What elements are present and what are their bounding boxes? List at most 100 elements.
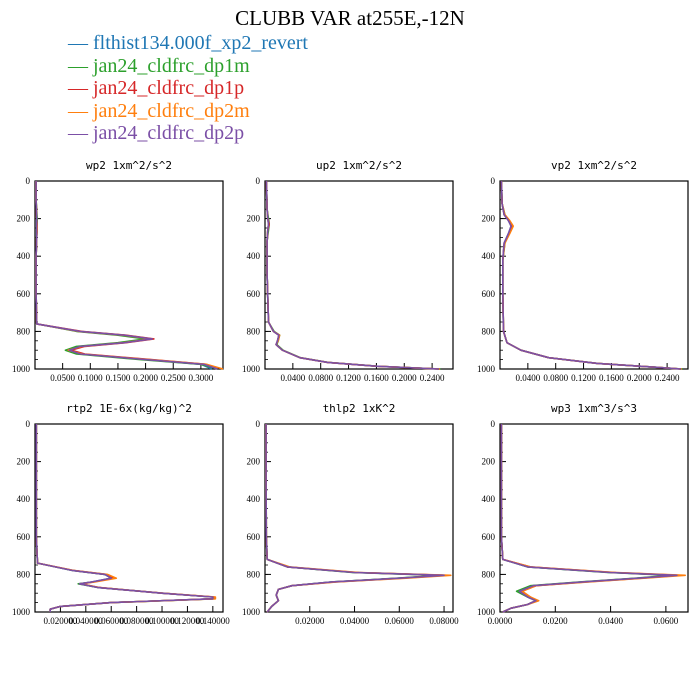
main-title: CLUBB VAR at255E,-12N bbox=[235, 6, 465, 30]
y-tick-label: 0 bbox=[256, 176, 261, 186]
series-line bbox=[265, 180, 440, 370]
x-tick-label: 0.020000 bbox=[44, 616, 78, 626]
y-tick-label: 0 bbox=[26, 176, 31, 186]
legend-entry: — flthist134.000f_xp2_revert bbox=[68, 32, 308, 54]
y-tick-label: 800 bbox=[247, 569, 261, 579]
y-tick-label: 600 bbox=[482, 289, 496, 299]
y-tick-label: 1000 bbox=[242, 364, 261, 374]
y-tick-label: 600 bbox=[17, 289, 31, 299]
x-tick-label: 0.100000 bbox=[145, 616, 179, 626]
x-tick-label: 0.0000 bbox=[488, 616, 513, 626]
series-line bbox=[35, 181, 218, 370]
y-tick-label: 800 bbox=[17, 326, 31, 336]
y-tick-label: 600 bbox=[247, 532, 261, 542]
y-tick-label: 0 bbox=[491, 176, 496, 186]
x-tick-label: 0.0400 bbox=[598, 616, 623, 626]
series-line bbox=[500, 180, 682, 370]
legend-entry: — jan24_cldfrc_dp1p bbox=[68, 77, 245, 99]
series-line bbox=[35, 424, 215, 612]
x-tick-label: 0.08000 bbox=[429, 616, 459, 626]
x-tick-label: 0.1500 bbox=[106, 373, 131, 383]
y-tick-label: 800 bbox=[482, 326, 496, 336]
y-tick-label: 400 bbox=[482, 494, 496, 504]
series-line bbox=[35, 181, 213, 370]
series-line bbox=[265, 180, 440, 370]
x-tick-label: 0.2400 bbox=[655, 373, 680, 383]
x-tick-label: 0.120000 bbox=[171, 616, 205, 626]
series-line bbox=[500, 424, 681, 613]
y-tick-label: 0 bbox=[491, 419, 496, 429]
plot-frame bbox=[264, 180, 454, 370]
legend-entry: — jan24_cldfrc_dp1m bbox=[68, 54, 250, 77]
series-line bbox=[35, 424, 214, 612]
chart-title: up2 1xm^2/s^2 bbox=[316, 159, 402, 172]
chart-panel: rtp2 1E-6x(kg/kg)^2 0 200 400 600 800 1000 0.02… bbox=[12, 402, 230, 626]
chart-panel: vp2 1xm^2/s^2 0 200 400 600 800 1000 0.0400 0.08… bbox=[477, 159, 689, 383]
y-tick-label: 400 bbox=[247, 251, 261, 261]
series-line bbox=[265, 424, 445, 613]
y-tick-label: 800 bbox=[482, 569, 496, 579]
y-tick-label: 1000 bbox=[12, 607, 31, 617]
series-line bbox=[265, 424, 448, 613]
y-tick-label: 1000 bbox=[242, 607, 261, 617]
plot-frame bbox=[499, 180, 689, 370]
x-tick-label: 0.060000 bbox=[94, 616, 128, 626]
chart-title: vp2 1xm^2/s^2 bbox=[551, 159, 637, 172]
series-line bbox=[265, 424, 441, 613]
x-tick-label: 0.0800 bbox=[308, 373, 333, 383]
x-tick-label: 0.2500 bbox=[161, 373, 186, 383]
x-tick-label: 0.06000 bbox=[385, 616, 415, 626]
y-tick-label: 800 bbox=[17, 569, 31, 579]
x-tick-label: 0.0600 bbox=[654, 616, 679, 626]
y-tick-label: 1000 bbox=[12, 364, 31, 374]
x-tick-label: 0.0400 bbox=[515, 373, 540, 383]
series-line bbox=[500, 424, 678, 613]
x-tick-label: 0.1600 bbox=[599, 373, 624, 383]
chart-panel: wp3 1xm^3/s^3 0 200 400 600 800 10000.0000 0.02… bbox=[477, 402, 689, 626]
y-tick-label: 200 bbox=[482, 457, 496, 467]
y-tick-label: 400 bbox=[17, 251, 31, 261]
x-tick-label: 0.04000 bbox=[340, 616, 370, 626]
x-tick-label: 0.1600 bbox=[364, 373, 389, 383]
y-tick-label: 0 bbox=[26, 419, 31, 429]
x-tick-label: 0.1200 bbox=[571, 373, 596, 383]
x-tick-label: 0.2000 bbox=[133, 373, 158, 383]
y-tick-label: 200 bbox=[482, 214, 496, 224]
series-line bbox=[35, 424, 214, 612]
series-line bbox=[35, 424, 217, 612]
series-line bbox=[500, 424, 678, 613]
chart-panel: thlp2 1xK^2 0 200 400 600 800 1000 0.02000 0.040… bbox=[242, 402, 459, 626]
series-line bbox=[500, 424, 687, 613]
x-tick-label: 0.0200 bbox=[543, 616, 568, 626]
y-tick-label: 600 bbox=[482, 532, 496, 542]
series-line bbox=[265, 180, 441, 370]
legend-entry: — jan24_cldfrc_dp2m bbox=[68, 99, 250, 122]
y-tick-label: 200 bbox=[17, 214, 31, 224]
x-tick-label: 0.0500 bbox=[50, 373, 75, 383]
chart-title: thlp2 1xK^2 bbox=[323, 402, 396, 415]
x-tick-label: 0.140000 bbox=[196, 616, 230, 626]
series-line bbox=[35, 424, 215, 612]
y-tick-label: 200 bbox=[17, 457, 31, 467]
plot-frame bbox=[499, 423, 689, 613]
y-tick-label: 400 bbox=[17, 494, 31, 504]
series-line bbox=[500, 180, 683, 370]
y-tick-label: 0 bbox=[256, 419, 261, 429]
series-line bbox=[35, 181, 218, 370]
plot-frame bbox=[264, 423, 454, 613]
x-tick-label: 0.080000 bbox=[120, 616, 154, 626]
x-tick-label: 0.3000 bbox=[189, 373, 214, 383]
y-tick-label: 600 bbox=[247, 289, 261, 299]
plot-frame bbox=[34, 423, 224, 613]
legend: — flthist134.000f_xp2_revert — jan24_cldf… bbox=[68, 32, 308, 145]
y-tick-label: 1000 bbox=[477, 364, 496, 374]
x-tick-label: 0.02000 bbox=[295, 616, 325, 626]
y-tick-label: 400 bbox=[247, 494, 261, 504]
series-line bbox=[500, 424, 673, 613]
series-line bbox=[265, 180, 440, 370]
chart-panel: up2 1xm^2/s^2 0 200 400 600 800 1000 0.0400 0.08… bbox=[242, 159, 454, 383]
series-line bbox=[500, 180, 682, 370]
x-tick-label: 0.2400 bbox=[420, 373, 445, 383]
series-line bbox=[265, 424, 445, 613]
